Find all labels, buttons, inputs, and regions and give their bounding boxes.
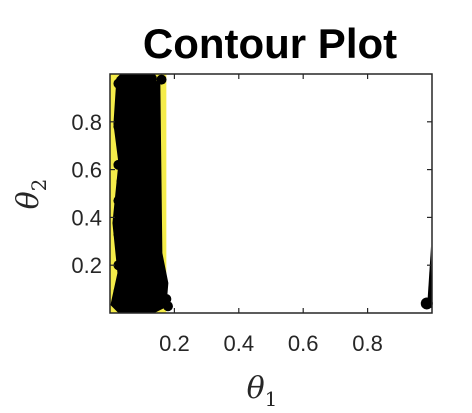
contour-content bbox=[110, 74, 432, 313]
contour-marker bbox=[116, 97, 127, 108]
axes-box bbox=[109, 73, 433, 314]
contour-marker bbox=[116, 140, 127, 151]
contour-marker bbox=[116, 176, 127, 187]
contour-marker bbox=[121, 301, 132, 312]
y-tick-label: 0.4 bbox=[71, 205, 102, 230]
contour-marker bbox=[146, 74, 157, 84]
y-tick-label: 0.6 bbox=[71, 158, 102, 183]
x-tick-label: 0.6 bbox=[288, 331, 319, 356]
contour-marker bbox=[113, 78, 124, 89]
contour-marker bbox=[133, 303, 144, 313]
contour-marker bbox=[116, 212, 127, 223]
contour-marker bbox=[137, 74, 148, 83]
contour-markers bbox=[113, 74, 173, 313]
contour-marker bbox=[156, 74, 167, 85]
contour-marker bbox=[116, 245, 127, 256]
contour-marker-outlier bbox=[420, 297, 433, 310]
plot-area bbox=[109, 73, 433, 314]
contour-marker bbox=[113, 159, 124, 170]
contour-marker bbox=[146, 301, 157, 312]
x-tick-label: 0.2 bbox=[159, 331, 190, 356]
y-tick-label: 0.8 bbox=[71, 110, 102, 135]
contour-marker bbox=[113, 286, 124, 297]
y-axis-ticks: 0.2 0.4 0.6 0.8 bbox=[71, 110, 432, 278]
contour-marker bbox=[113, 121, 124, 132]
x-tick-label: 0.8 bbox=[352, 331, 383, 356]
x-tick-label: 0.4 bbox=[224, 331, 255, 356]
contour-marker bbox=[116, 274, 127, 285]
x-axis-label: θ1 bbox=[247, 371, 278, 411]
x-axis-ticks: 0.2 0.4 0.6 0.8 bbox=[159, 74, 383, 356]
contour-marker bbox=[162, 301, 173, 312]
y-tick-label: 0.2 bbox=[71, 253, 102, 278]
contour-marker bbox=[113, 195, 124, 206]
contour-spike bbox=[427, 246, 432, 309]
contour-marker bbox=[113, 229, 124, 240]
contour-marker bbox=[113, 260, 124, 271]
y-axis-label: θ2 bbox=[11, 179, 51, 210]
chart-title: Contour Plot bbox=[143, 20, 397, 67]
contour-marker bbox=[127, 74, 138, 84]
